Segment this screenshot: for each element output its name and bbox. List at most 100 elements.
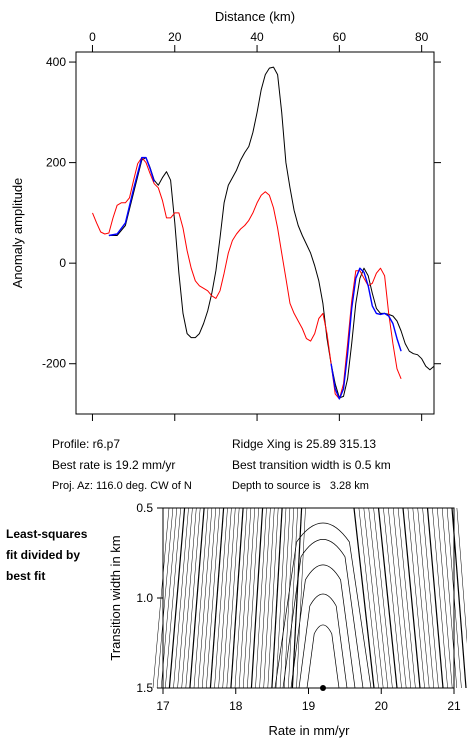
contour-line bbox=[222, 507, 236, 689]
misfit-y-axis-label: Transition width in km bbox=[108, 535, 123, 660]
observed-anomaly-line bbox=[108, 66, 435, 399]
fitted-segment-line bbox=[330, 267, 402, 400]
contour-line bbox=[250, 507, 264, 689]
anomaly-chart: Distance (km) Anomaly amplitude 0 20 40 60 8… bbox=[10, 9, 441, 421]
x-tick-label: 19 bbox=[302, 699, 316, 713]
contour-description-line-3: best fit bbox=[6, 569, 46, 583]
contour-line bbox=[402, 507, 421, 689]
contour-line bbox=[209, 507, 225, 689]
contour-line bbox=[156, 507, 174, 689]
contour-line bbox=[296, 507, 306, 689]
info-profile: Profile: r6.p7 bbox=[52, 437, 121, 451]
contour-line bbox=[432, 507, 448, 689]
info-best-width: Best transition width is 0.5 km bbox=[232, 458, 391, 472]
contour-line bbox=[353, 507, 375, 689]
info-best-rate: Best rate is 19.2 mm/yr bbox=[52, 458, 176, 472]
fitted-segment-line bbox=[108, 156, 155, 237]
y-tick-label: -200 bbox=[42, 357, 66, 371]
x-tick-label: 17 bbox=[156, 699, 170, 713]
misfit-x-ticks: 17 18 19 20 21 bbox=[156, 688, 461, 713]
contour-line bbox=[275, 507, 287, 689]
contour-line bbox=[185, 507, 201, 689]
contour-line bbox=[426, 507, 444, 689]
contour-line bbox=[271, 507, 283, 689]
contour-line bbox=[226, 507, 240, 689]
contour-line bbox=[259, 507, 271, 689]
contour-line bbox=[417, 507, 435, 689]
contour-line bbox=[247, 507, 259, 689]
contour-description-line-2: fit divided by bbox=[6, 548, 81, 562]
misfit-contour-chart: Rate in mm/yr Transition width in km 17 1… bbox=[108, 501, 467, 738]
contour-line bbox=[397, 507, 416, 689]
y-tick-label: 0 bbox=[59, 256, 66, 270]
contour-line bbox=[274, 522, 372, 689]
contour-line bbox=[234, 507, 248, 689]
contour-line bbox=[422, 507, 439, 689]
contour-line bbox=[242, 507, 256, 689]
contour-line bbox=[298, 593, 348, 689]
misfit-y-ticks: 1.5 1.0 0.5 bbox=[136, 501, 163, 695]
contour-line bbox=[407, 507, 425, 689]
anomaly-y-ticks: 400 200 0 -200 bbox=[42, 55, 441, 371]
anomaly-plot-frame bbox=[75, 51, 435, 415]
x-tick-label: 20 bbox=[375, 699, 389, 713]
contour-line bbox=[291, 507, 303, 689]
contour-line bbox=[358, 507, 379, 689]
contour-line bbox=[201, 507, 217, 689]
contour-line bbox=[437, 507, 453, 689]
contour-description-line-1: Least-squares bbox=[6, 527, 88, 541]
contour-line bbox=[388, 507, 407, 689]
x-tick-label: 21 bbox=[447, 699, 461, 713]
contour-line bbox=[197, 507, 213, 689]
contour-line bbox=[255, 507, 267, 689]
info-depth: Depth to source is 3.28 km bbox=[232, 480, 369, 492]
y-tick-label: 0.5 bbox=[136, 501, 153, 515]
contour-line bbox=[230, 507, 244, 689]
misfit-x-axis-label: Rate in mm/yr bbox=[269, 723, 351, 738]
contour-line bbox=[288, 507, 298, 689]
contour-line bbox=[363, 507, 384, 689]
y-tick-label: 200 bbox=[46, 156, 66, 170]
contour-line bbox=[177, 507, 193, 689]
contour-line bbox=[456, 507, 467, 644]
model-anomaly-line bbox=[92, 157, 402, 400]
contour-line bbox=[160, 507, 178, 689]
info-ridge-xing: Ridge Xing is 25.89 315.13 bbox=[232, 437, 377, 451]
contour-line bbox=[189, 507, 205, 689]
contour-line bbox=[392, 507, 412, 689]
x-tick-label: 18 bbox=[229, 699, 243, 713]
x-tick-label: 60 bbox=[333, 30, 347, 44]
contour-line bbox=[373, 507, 393, 689]
info-proj-az: Proj. Az: 116.0 deg. CW of N bbox=[52, 480, 192, 492]
misfit-contours bbox=[152, 507, 467, 689]
best-fit-marker bbox=[320, 685, 326, 691]
contour-line bbox=[168, 507, 186, 689]
contour-line bbox=[193, 507, 209, 689]
anomaly-x-axis-label: Distance (km) bbox=[215, 9, 295, 24]
x-tick-label: 0 bbox=[89, 30, 96, 44]
contour-line bbox=[306, 624, 340, 689]
anomaly-y-axis-label: Anomaly amplitude bbox=[10, 178, 25, 289]
contour-line bbox=[412, 507, 430, 689]
contour-line bbox=[218, 507, 232, 689]
contour-description: Least-squares fit divided by best fit bbox=[6, 524, 87, 587]
contour-line bbox=[290, 564, 356, 689]
contour-line bbox=[165, 507, 181, 689]
anomaly-series bbox=[92, 66, 435, 400]
contour-line bbox=[181, 507, 197, 689]
anomaly-x-ticks: 0 20 40 60 80 bbox=[89, 30, 429, 421]
contour-line bbox=[377, 507, 398, 689]
contour-line bbox=[173, 507, 189, 689]
y-tick-label: 1.0 bbox=[136, 591, 153, 605]
x-tick-label: 80 bbox=[415, 30, 429, 44]
x-tick-label: 20 bbox=[168, 30, 182, 44]
contour-line bbox=[368, 507, 389, 689]
x-tick-label: 40 bbox=[250, 30, 264, 44]
contour-line bbox=[279, 507, 291, 689]
contour-line bbox=[263, 507, 275, 689]
contour-line bbox=[282, 539, 364, 689]
y-tick-label: 1.5 bbox=[136, 681, 153, 695]
contour-line bbox=[283, 507, 295, 689]
y-tick-label: 400 bbox=[46, 55, 66, 69]
